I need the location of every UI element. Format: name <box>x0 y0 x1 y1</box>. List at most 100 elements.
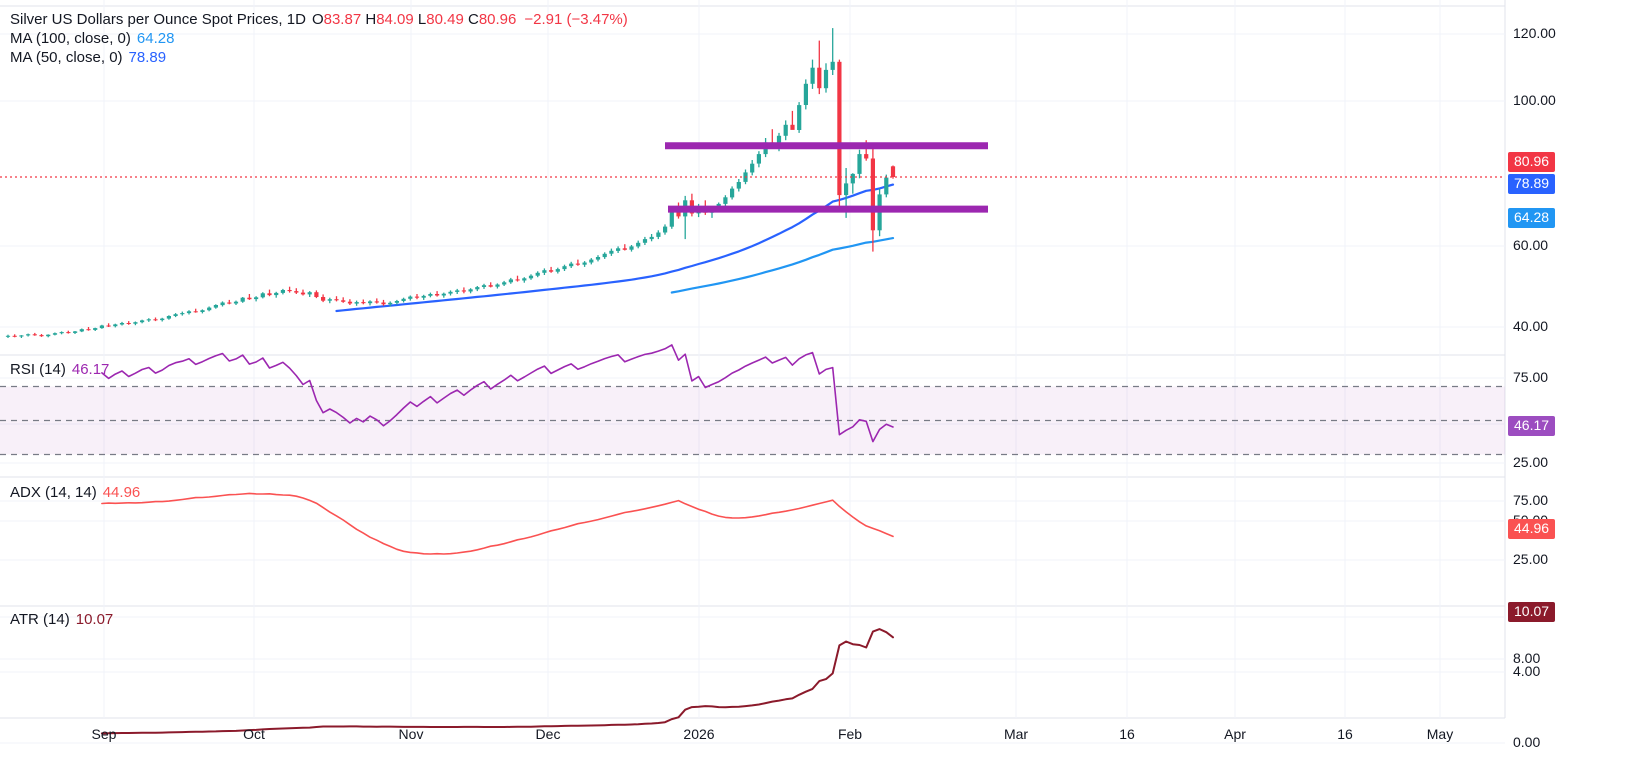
candle-body <box>186 311 192 314</box>
candle-body <box>99 325 104 329</box>
candle-body <box>334 299 339 301</box>
candle-body <box>783 124 788 136</box>
candle-body <box>32 334 37 336</box>
candle-body <box>481 285 487 287</box>
candle-body <box>555 269 560 272</box>
time-tick-10: May <box>1426 726 1454 742</box>
price-tick-2: 60.00 <box>1513 237 1549 253</box>
candle-body <box>180 313 185 315</box>
candle-body <box>475 287 480 290</box>
candle-body <box>421 295 426 298</box>
time-tick-8: Apr <box>1224 726 1246 742</box>
candle-body <box>609 250 614 254</box>
candle-body <box>26 334 31 336</box>
candle-body <box>321 297 326 301</box>
candle-body <box>736 182 741 189</box>
candle-body <box>502 282 507 285</box>
candle-body <box>455 290 460 292</box>
candle-body <box>79 329 84 332</box>
candle-body <box>636 242 641 247</box>
candle-body <box>247 297 252 300</box>
candle-body <box>461 290 466 292</box>
candle-body <box>810 67 815 84</box>
candle-body <box>535 272 540 276</box>
candle-body <box>669 211 674 227</box>
time-tick-3: Dec <box>535 726 561 742</box>
candle-body <box>394 301 399 303</box>
candle-body <box>119 323 125 325</box>
candle-body <box>314 292 319 297</box>
candle-body <box>428 294 433 296</box>
atr-value-badge: 10.07 <box>1508 602 1556 622</box>
candle-body <box>113 324 118 327</box>
ma50-line <box>335 183 895 313</box>
candle-body <box>850 173 855 184</box>
time-tick-1: Oct <box>243 726 265 742</box>
candle-body <box>435 294 440 296</box>
candle-body <box>562 266 567 270</box>
candle-body <box>837 61 842 196</box>
candle-body <box>12 335 17 337</box>
candle-body <box>790 124 795 130</box>
candle-body <box>220 302 225 306</box>
candle-body <box>126 323 131 324</box>
candle-body <box>73 331 78 333</box>
candle-body <box>870 158 875 231</box>
candle-body <box>857 154 862 174</box>
candle-body <box>307 292 312 295</box>
candle-body <box>354 302 359 304</box>
adx-tick-0: 75.00 <box>1513 492 1549 508</box>
candle-body <box>864 154 869 159</box>
atr-tick-2: 4.00 <box>1513 663 1541 679</box>
candle-body <box>488 285 493 287</box>
candle-body <box>542 270 547 273</box>
candle-body <box>361 302 366 304</box>
candle-body <box>287 290 292 292</box>
time-tick-0: Sep <box>91 726 117 742</box>
candle-body <box>448 291 453 294</box>
candle-body <box>374 301 379 303</box>
candle-body <box>133 322 138 324</box>
candle-body <box>86 329 91 331</box>
candle-body <box>227 302 232 304</box>
candle-body <box>140 320 145 323</box>
candle-body <box>575 263 580 265</box>
candle-body <box>200 310 205 312</box>
candle-body <box>616 248 621 251</box>
candle-body <box>495 284 500 287</box>
candle-body <box>173 314 178 316</box>
candle-body <box>381 302 386 305</box>
candle-body <box>347 301 353 304</box>
candle-body <box>549 270 554 272</box>
time-tick-6: Mar <box>1003 726 1029 742</box>
candle-body <box>468 289 473 292</box>
ma100-line <box>670 237 895 294</box>
time-tick-9: 16 <box>1337 726 1353 742</box>
ma100-price-badge: 64.28 <box>1508 208 1556 228</box>
candle-body <box>388 302 393 305</box>
candle-body <box>401 298 406 301</box>
candle-body <box>676 211 681 217</box>
candle-body <box>528 275 534 279</box>
candle-body <box>414 296 420 298</box>
candle-body <box>884 177 889 195</box>
time-tick-7: 16 <box>1119 726 1135 742</box>
time-tick-2: Nov <box>398 726 424 742</box>
price-tick-0: 120.00 <box>1513 25 1556 41</box>
candle-body <box>408 296 413 299</box>
candle-body <box>756 154 761 164</box>
candle-body <box>52 333 58 335</box>
candle-body <box>649 236 654 240</box>
candle-body <box>106 325 111 327</box>
candle-series <box>5 28 896 338</box>
candle-body <box>582 262 587 265</box>
time-tick-4: 2026 <box>683 726 715 742</box>
candle-body <box>750 163 755 173</box>
candle-body <box>39 335 44 337</box>
candle-body <box>160 318 165 321</box>
candle-body <box>260 293 265 298</box>
rsi-line <box>101 344 894 443</box>
candle-body <box>844 183 849 196</box>
